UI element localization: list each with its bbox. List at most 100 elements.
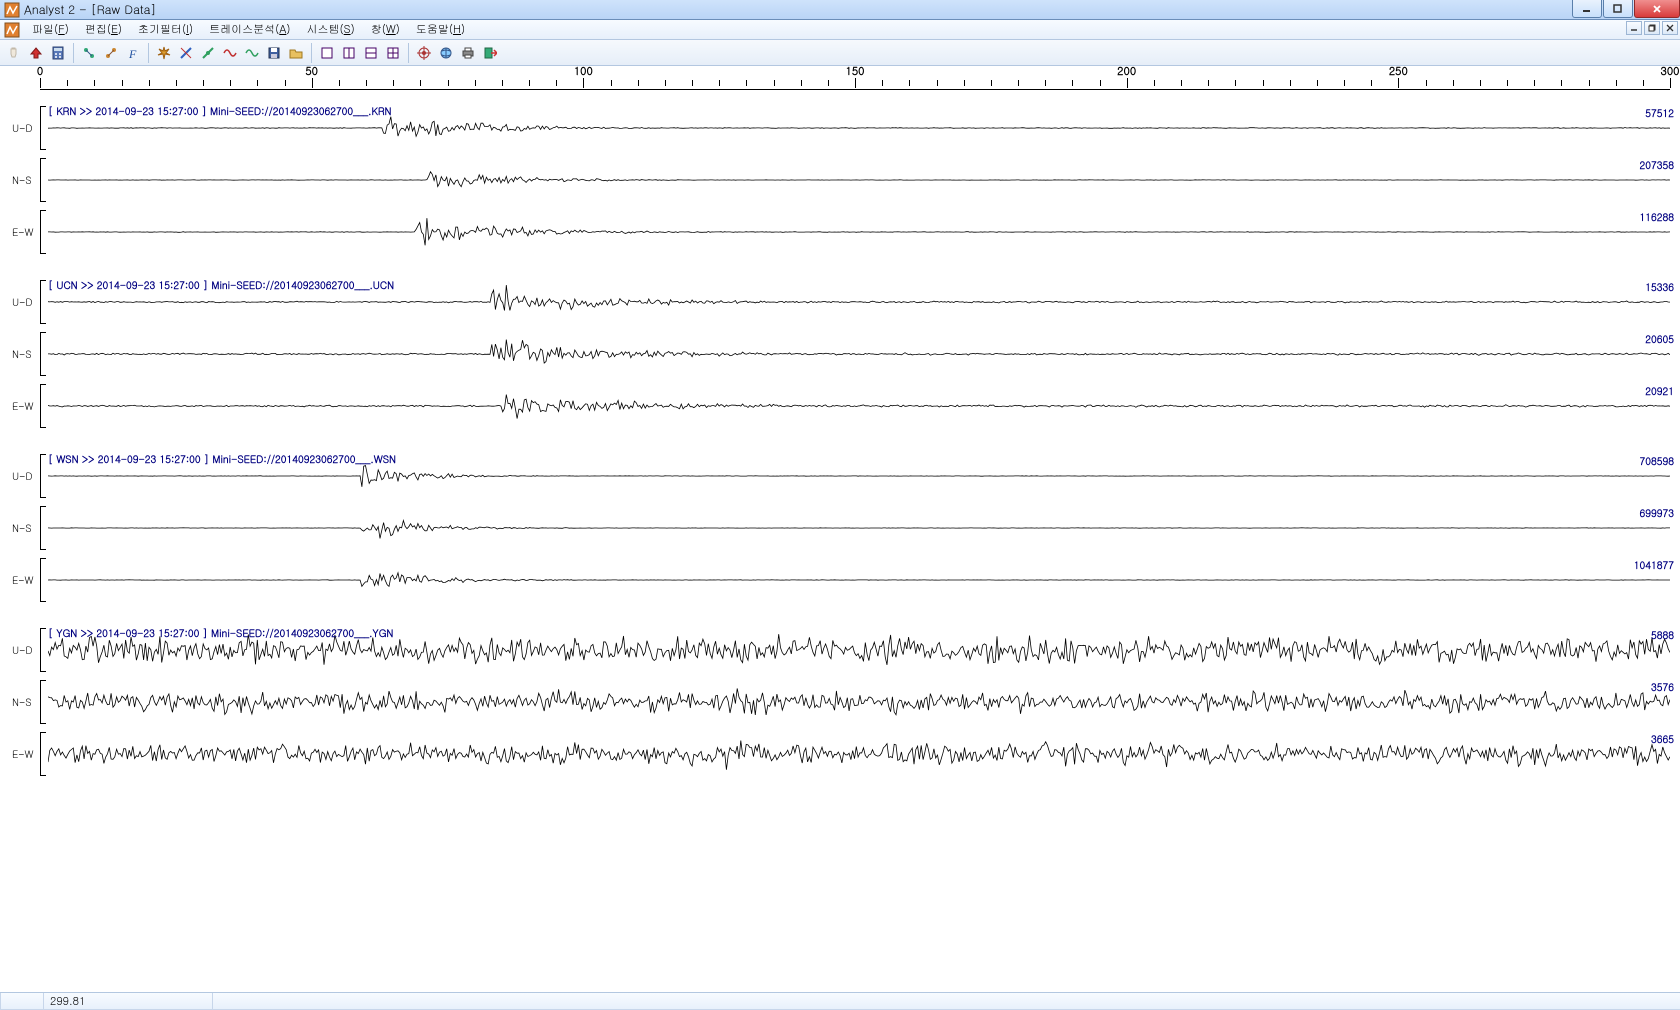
amplitude-value: 699973 (1640, 506, 1674, 520)
menu-item-2[interactable]: 초기필터(I) (130, 20, 201, 39)
status-cell-3 (212, 993, 1680, 1010)
waveform-svg (48, 328, 1670, 380)
trace-row[interactable]: N-S3576 (0, 676, 1680, 728)
close-button[interactable] (1634, 0, 1680, 18)
minimize-button[interactable] (1572, 0, 1602, 18)
strike-green-icon[interactable] (198, 43, 218, 63)
trace-bracket (40, 210, 46, 254)
node-b-icon[interactable] (101, 43, 121, 63)
station-header: [ UCN >> 2014-09-23 15:27:00 ] Mini-SEED… (48, 278, 394, 292)
component-label: E-W (12, 225, 33, 239)
menu-item-1[interactable]: 편집(E) (77, 20, 130, 39)
waveform-svg (48, 154, 1670, 206)
wave-green-icon[interactable] (242, 43, 262, 63)
component-label: E-W (12, 573, 33, 587)
mdi-restore-button[interactable] (1644, 21, 1660, 35)
axis-minor-tick (719, 80, 720, 86)
open-icon[interactable] (286, 43, 306, 63)
mdi-window-buttons (1626, 21, 1678, 35)
component-label: N-S (12, 347, 32, 361)
axis-minor-tick (1589, 80, 1590, 86)
axis-minor-tick (1561, 80, 1562, 86)
waveform-svg (48, 728, 1670, 780)
globe-icon[interactable] (436, 43, 456, 63)
waveform-svg (48, 554, 1670, 606)
axis-minor-tick (1263, 80, 1264, 86)
amplitude-value: 20921 (1645, 384, 1674, 398)
waveform-svg (48, 502, 1670, 554)
axis-minor-tick (366, 80, 367, 86)
mdi-minimize-button[interactable] (1626, 21, 1642, 35)
menu-item-4[interactable]: 시스템(S) (299, 20, 363, 39)
axis-minor-tick (882, 80, 883, 86)
trace-bracket (40, 628, 46, 672)
trace-bracket (40, 454, 46, 498)
axis-major-tick (583, 78, 584, 88)
axis-minor-tick (909, 80, 910, 86)
toolbar-separator (148, 43, 149, 63)
menu-item-5[interactable]: 창(W) (363, 20, 408, 39)
axis-minor-tick (1371, 80, 1372, 86)
wave-red-icon[interactable] (220, 43, 240, 63)
axis-major-tick (855, 78, 856, 88)
burst-icon[interactable] (154, 43, 174, 63)
trace-bracket (40, 280, 46, 324)
component-label: E-W (12, 399, 33, 413)
waveform-view[interactable]: 050100150200250300 [ KRN >> 2014-09-23 1… (0, 66, 1680, 992)
window-single-icon[interactable] (317, 43, 337, 63)
mdi-close-button[interactable] (1662, 21, 1678, 35)
window-split-h-icon[interactable] (361, 43, 381, 63)
hand-icon[interactable] (4, 43, 24, 63)
menu-item-0[interactable]: 파일(F) (24, 20, 77, 39)
axis-minor-tick (1480, 80, 1481, 86)
node-a-icon[interactable] (79, 43, 99, 63)
axis-minor-tick (665, 80, 666, 86)
axis-minor-tick (991, 80, 992, 86)
trace-row[interactable]: N-S207358 (0, 154, 1680, 206)
menu-item-6[interactable]: 도움말(H) (408, 20, 473, 39)
strike-blue-icon[interactable] (176, 43, 196, 63)
status-position: 299.81 (43, 993, 213, 1010)
axis-tick-label: 300 (1661, 66, 1680, 79)
amplitude-value: 207358 (1640, 158, 1674, 172)
station-spacer (0, 606, 1680, 624)
component-label: U-D (12, 469, 33, 483)
axis-minor-tick (1507, 80, 1508, 86)
trace-row[interactable]: E-W1041877 (0, 554, 1680, 606)
axis-tick-label: 0 (37, 66, 43, 79)
axis-minor-tick (1154, 80, 1155, 86)
axis-minor-tick (1235, 80, 1236, 86)
axis-minor-tick (828, 80, 829, 86)
save-icon[interactable] (264, 43, 284, 63)
axis-minor-tick (94, 80, 95, 86)
axis-tick-label: 250 (1389, 66, 1408, 79)
axis-tick-label: 150 (846, 66, 865, 79)
window-split-v-icon[interactable] (339, 43, 359, 63)
maximize-button[interactable] (1603, 0, 1633, 18)
trace-row[interactable]: E-W 20921 (0, 380, 1680, 432)
axis-minor-tick (203, 80, 204, 86)
axis-minor-tick (67, 80, 68, 86)
axis-minor-tick (801, 80, 802, 86)
amplitude-value: 116288 (1640, 210, 1674, 224)
toolbar-separator (73, 43, 74, 63)
up-arrow-icon[interactable] (26, 43, 46, 63)
trace-container: [ KRN >> 2014-09-23 15:27:00 ] Mini-SEED… (0, 102, 1680, 992)
trace-row[interactable]: E-W3665 (0, 728, 1680, 780)
amplitude-value: 3665 (1651, 732, 1674, 746)
trace-row[interactable]: N-S20605 (0, 328, 1680, 380)
trace-row[interactable]: E-W 116288 (0, 206, 1680, 258)
menu-item-3[interactable]: 트레이스분석(A) (201, 20, 298, 39)
amplitude-value: 57512 (1645, 106, 1674, 120)
axis-minor-tick (1045, 80, 1046, 86)
print-icon[interactable] (458, 43, 478, 63)
calc-icon[interactable] (48, 43, 68, 63)
letter-f-icon[interactable]: F (123, 43, 143, 63)
axis-minor-tick (638, 80, 639, 86)
axis-minor-tick (475, 80, 476, 86)
window-grid-icon[interactable] (383, 43, 403, 63)
exit-icon[interactable] (480, 43, 500, 63)
axis-minor-tick (1018, 80, 1019, 86)
trace-row[interactable]: N-S699973 (0, 502, 1680, 554)
target-icon[interactable] (414, 43, 434, 63)
